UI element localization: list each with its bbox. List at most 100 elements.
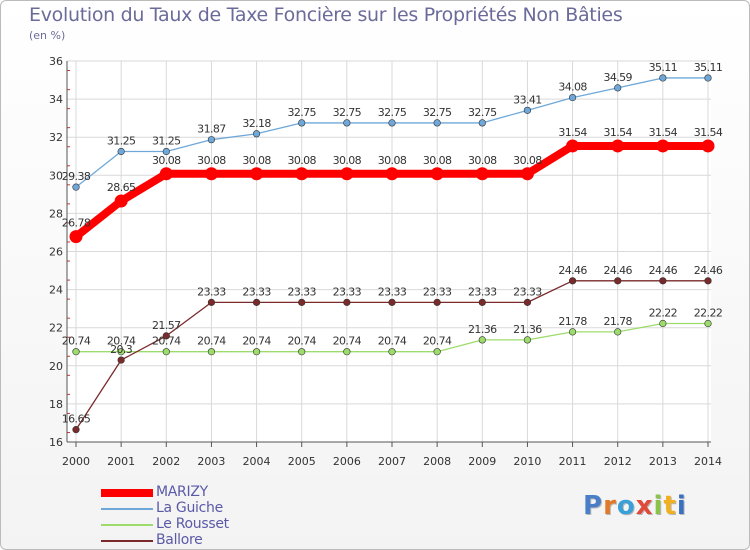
x-tick-label: 2004 xyxy=(243,455,271,468)
data-point-marizy xyxy=(204,167,218,181)
data-label-le-rousset: 21.36 xyxy=(468,323,497,336)
data-label-la-guiche: 32.18 xyxy=(242,117,271,130)
data-point-la-guiche xyxy=(388,119,396,127)
data-label-marizy: 30.08 xyxy=(468,154,497,167)
x-tick-label: 2003 xyxy=(197,455,225,468)
data-label-ballore: 23.33 xyxy=(378,285,407,298)
data-point-marizy xyxy=(114,194,128,208)
data-label-ballore: 23.33 xyxy=(197,285,226,298)
data-point-marizy xyxy=(611,139,625,153)
data-label-marizy: 30.08 xyxy=(423,154,452,167)
legend-swatch-ballore xyxy=(101,540,153,542)
y-axis-unit-label: (en %) xyxy=(29,29,66,42)
legend-label-ballore: Ballore xyxy=(156,532,203,548)
legend-entry-marizy: MARIZY xyxy=(101,484,361,501)
data-point-ballore xyxy=(117,356,125,364)
data-point-la-guiche xyxy=(478,119,486,127)
data-label-marizy: 31.54 xyxy=(603,126,632,139)
data-label-le-rousset: 20.74 xyxy=(152,335,181,348)
y-tick-label: 30 xyxy=(49,169,63,182)
logo-letter: i xyxy=(676,491,687,521)
data-point-la-guiche xyxy=(298,119,306,127)
data-point-la-guiche xyxy=(207,136,216,144)
data-label-marizy: 30.08 xyxy=(197,154,226,167)
legend-label-la-guiche: La Guiche xyxy=(156,500,223,516)
data-point-la-guiche xyxy=(433,119,441,127)
data-label-ballore: 23.33 xyxy=(287,285,316,298)
data-point-le-rousset xyxy=(72,348,80,356)
data-label-la-guiche: 34.08 xyxy=(558,81,587,94)
x-tick-label: 2006 xyxy=(333,455,361,468)
x-tick-label: 2009 xyxy=(468,455,496,468)
data-point-ballore xyxy=(523,298,532,306)
data-label-marizy: 30.08 xyxy=(378,154,407,167)
data-point-la-guiche xyxy=(72,183,80,191)
data-label-ballore: 20.3 xyxy=(110,343,133,356)
data-label-le-rousset: 20.74 xyxy=(62,335,91,348)
legend-swatch-le-rousset xyxy=(101,524,153,526)
data-label-le-rousset: 20.74 xyxy=(423,335,452,348)
legend-swatch-la-guiche xyxy=(101,508,153,510)
data-label-le-rousset: 21.78 xyxy=(603,315,632,328)
data-label-la-guiche: 32.75 xyxy=(333,106,362,119)
legend-entry-le-rousset: Le Rousset xyxy=(101,516,361,533)
legend-swatch-marizy xyxy=(101,489,153,497)
y-tick-label: 34 xyxy=(49,93,63,106)
data-label-marizy: 31.54 xyxy=(694,126,723,139)
data-label-la-guiche: 31.25 xyxy=(152,134,181,147)
data-label-la-guiche: 32.75 xyxy=(378,106,407,119)
data-point-marizy xyxy=(430,167,444,181)
y-tick-label: 36 xyxy=(49,55,63,68)
data-label-ballore: 23.33 xyxy=(423,285,452,298)
data-point-marizy xyxy=(566,139,580,153)
data-label-le-rousset: 20.74 xyxy=(197,335,226,348)
data-point-le-rousset xyxy=(343,348,351,356)
data-point-le-rousset xyxy=(252,348,261,356)
data-label-le-rousset: 20.74 xyxy=(242,335,271,348)
data-point-ballore xyxy=(433,298,441,306)
data-point-marizy xyxy=(656,139,670,153)
data-label-la-guiche: 32.75 xyxy=(468,106,497,119)
data-label-la-guiche: 33.41 xyxy=(513,93,542,106)
data-point-marizy xyxy=(295,167,309,181)
data-label-la-guiche: 31.25 xyxy=(107,134,136,147)
x-tick-label: 2002 xyxy=(152,455,180,468)
data-label-ballore: 23.33 xyxy=(468,285,497,298)
data-label-marizy: 30.08 xyxy=(333,154,362,167)
x-tick-label: 2011 xyxy=(559,455,587,468)
data-point-la-guiche xyxy=(343,119,351,127)
data-label-la-guiche: 31.87 xyxy=(197,123,226,136)
data-point-la-guiche xyxy=(704,74,712,82)
data-point-le-rousset xyxy=(704,319,712,328)
logo-letter: t xyxy=(663,491,677,521)
x-tick-label: 2013 xyxy=(649,455,677,468)
data-point-le-rousset xyxy=(207,348,216,356)
data-point-le-rousset xyxy=(388,348,396,356)
data-point-la-guiche xyxy=(117,147,125,156)
data-label-ballore: 24.46 xyxy=(694,264,723,277)
x-tick-label: 2007 xyxy=(378,455,406,468)
data-label-la-guiche: 34.59 xyxy=(603,71,632,84)
data-point-la-guiche xyxy=(252,130,261,138)
logo-letter: i xyxy=(653,491,664,521)
data-label-le-rousset: 21.78 xyxy=(558,315,587,328)
data-label-marizy: 28.65 xyxy=(107,181,136,194)
data-label-marizy: 30.08 xyxy=(287,154,316,167)
data-point-le-rousset xyxy=(162,348,170,356)
data-point-le-rousset xyxy=(433,348,441,356)
data-point-la-guiche xyxy=(568,93,577,102)
data-point-la-guiche xyxy=(659,74,667,82)
y-tick-label: 28 xyxy=(49,207,63,220)
data-point-marizy xyxy=(250,167,264,181)
x-tick-label: 2001 xyxy=(107,455,135,468)
data-point-la-guiche xyxy=(614,84,622,92)
data-point-le-rousset xyxy=(659,319,667,328)
data-point-marizy xyxy=(475,167,489,181)
data-label-le-rousset: 20.74 xyxy=(107,335,136,348)
y-tick-label: 18 xyxy=(49,398,63,411)
data-label-ballore: 23.33 xyxy=(513,285,542,298)
data-point-ballore xyxy=(568,277,577,285)
x-tick-label: 2008 xyxy=(423,455,451,468)
data-point-marizy xyxy=(159,167,173,181)
data-point-ballore xyxy=(478,298,486,306)
